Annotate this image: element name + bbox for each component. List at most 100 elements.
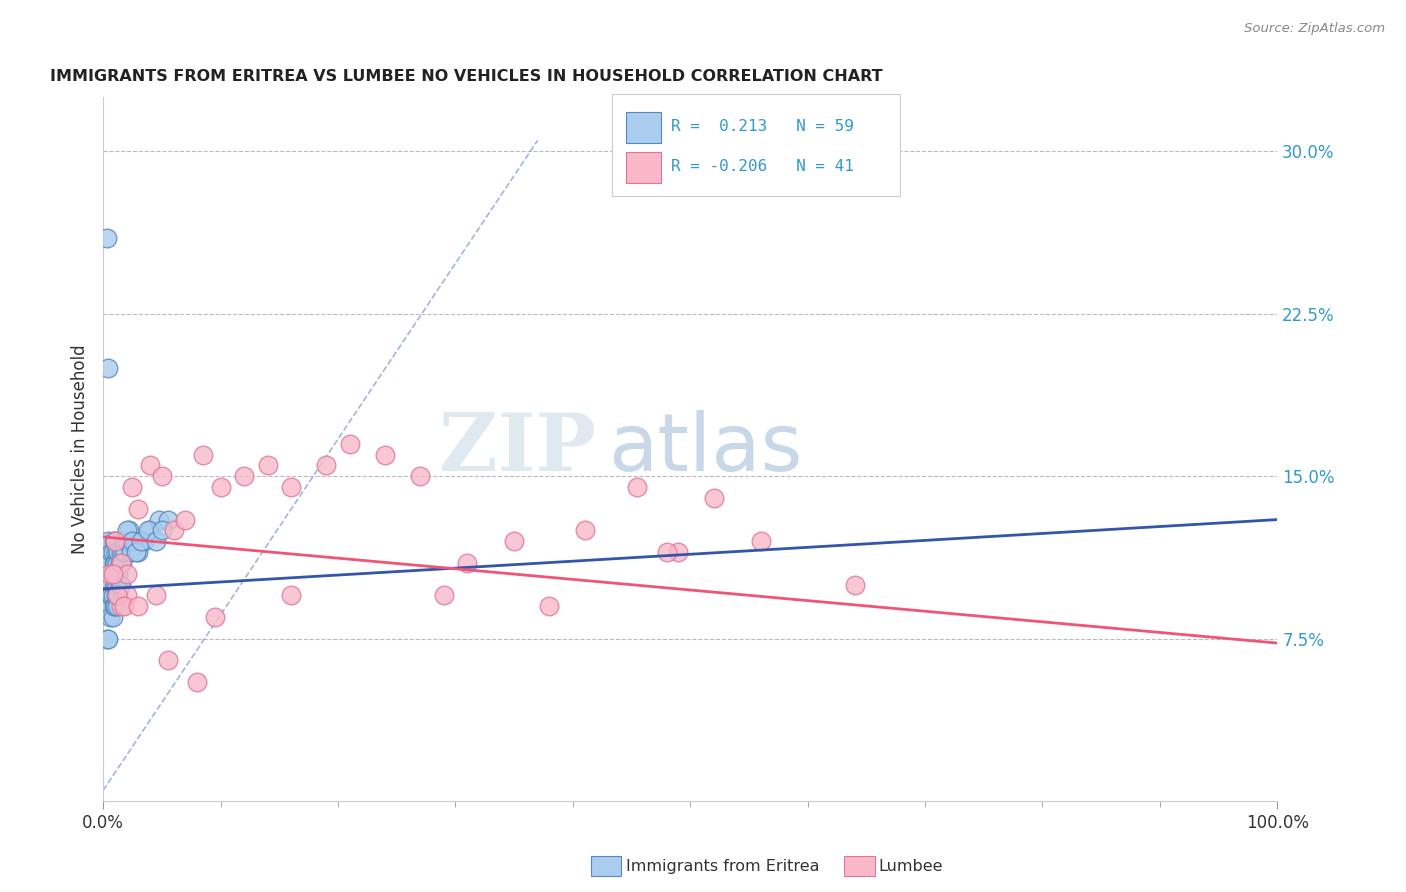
Point [749,534,772,549]
Point [156,653,179,667]
Point [125,545,148,559]
Point [111,556,134,570]
Point [655,545,678,559]
Point [127,599,149,614]
Point [339,437,361,451]
Point [114,545,136,559]
Point [374,448,396,462]
Point [115,589,138,603]
Point [107,589,129,603]
Point [103,556,125,570]
Point [186,675,208,690]
Point [98,589,121,603]
Point [97,534,120,549]
Point [121,534,143,549]
Point [626,480,648,494]
Point [174,513,197,527]
Point [105,589,128,603]
Point [127,501,149,516]
Point [150,524,173,538]
Point [503,534,526,549]
Point [112,599,135,614]
Point [115,524,138,538]
Point [101,545,124,559]
Point [110,556,132,570]
Point [538,599,561,614]
Point [104,534,127,549]
Point [104,599,127,614]
Point [98,610,121,624]
Point [105,599,128,614]
Point [148,513,170,527]
Point [110,577,132,591]
Point [121,480,143,494]
Point [112,545,135,559]
Point [129,534,152,549]
Point [105,566,128,581]
Point [105,545,128,559]
Point [98,566,121,581]
Point [105,556,128,570]
Point [98,589,121,603]
Point [98,556,121,570]
Point [104,534,127,549]
Point [315,458,337,473]
Point [103,577,125,591]
Text: ZIP: ZIP [439,410,596,488]
Point [115,534,138,549]
Point [145,589,167,603]
Point [118,524,141,538]
Point [107,545,129,559]
Point [150,469,173,483]
Point [280,480,302,494]
Point [844,577,866,591]
Point [191,448,214,462]
Point [103,534,125,549]
Point [574,524,596,538]
Point [97,361,120,376]
Y-axis label: No Vehicles in Household: No Vehicles in Household [72,344,89,554]
Text: R = -0.206   N = 41: R = -0.206 N = 41 [671,160,853,174]
Point [98,599,121,614]
Point [108,556,131,570]
Point [101,566,124,581]
Point [156,513,179,527]
Point [96,231,118,245]
Text: atlas: atlas [607,410,803,488]
Point [103,599,125,614]
Point [120,545,142,559]
Point [127,545,149,559]
Point [101,610,124,624]
Point [105,589,128,603]
Point [409,469,432,483]
Text: Immigrants from Eritrea: Immigrants from Eritrea [626,859,820,873]
Point [98,566,121,581]
Point [162,524,184,538]
Point [139,524,162,538]
Point [145,534,167,549]
Point [122,534,145,549]
Point [104,556,127,570]
Point [107,566,129,581]
Text: IMMIGRANTS FROM ERITREA VS LUMBEE NO VEHICLES IN HOUSEHOLD CORRELATION CHART: IMMIGRANTS FROM ERITREA VS LUMBEE NO VEH… [51,69,883,84]
Point [433,589,456,603]
Point [280,589,302,603]
Point [104,577,127,591]
Point [256,458,278,473]
Point [100,545,122,559]
Point [100,589,122,603]
Point [101,566,124,581]
Point [112,534,135,549]
Point [136,524,159,538]
Text: R =  0.213   N = 59: R = 0.213 N = 59 [671,120,853,134]
Point [233,469,256,483]
Point [703,491,725,505]
Point [204,610,226,624]
Point [96,632,118,646]
Point [110,599,132,614]
Point [668,545,690,559]
Point [97,632,120,646]
Text: Source: ZipAtlas.com: Source: ZipAtlas.com [1244,22,1385,36]
Point [456,556,478,570]
Point [139,458,162,473]
